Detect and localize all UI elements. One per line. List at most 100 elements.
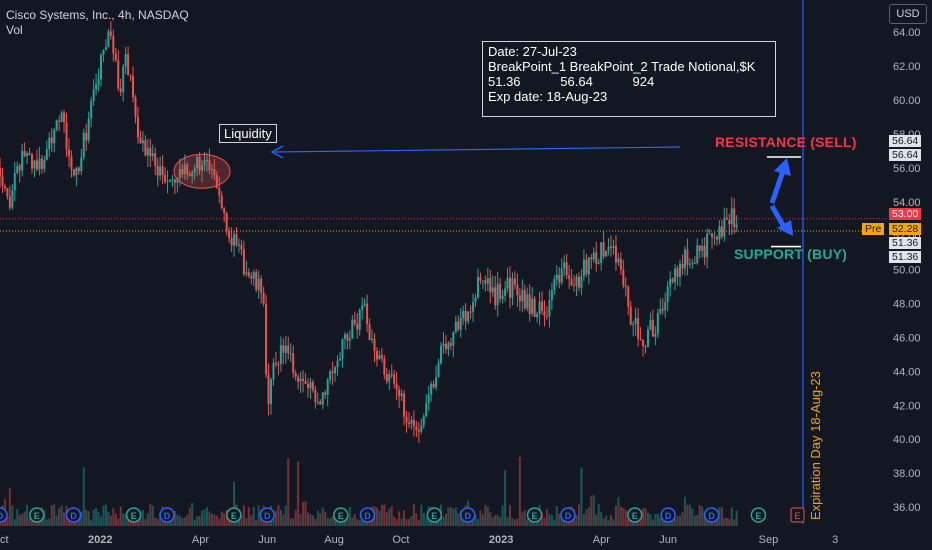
candle-body (523, 290, 526, 309)
volume-bar (186, 515, 189, 526)
candle-body (504, 288, 507, 296)
volume-bar (452, 508, 455, 526)
candle-body (213, 169, 216, 176)
candle-body (250, 275, 253, 279)
volume-bar (725, 517, 728, 526)
candle-body (560, 268, 563, 283)
volume-bar (228, 519, 231, 526)
candle-body (526, 294, 529, 309)
volume-bar (733, 519, 736, 526)
candle-body (592, 252, 595, 260)
volume-bar (595, 514, 598, 526)
candle-body (336, 360, 339, 368)
x-tick-label: 2023 (489, 534, 513, 546)
volume-bar (297, 461, 300, 526)
dividend-marker (359, 507, 376, 523)
candle-body (11, 190, 14, 208)
volume-bar (201, 510, 204, 526)
volume-bar (173, 510, 176, 526)
volume-bar (619, 506, 622, 526)
volume-bar (82, 467, 85, 526)
candle-body (23, 150, 26, 157)
candle-body (711, 233, 714, 238)
volume-bar (334, 517, 337, 526)
candle-body (693, 262, 696, 264)
y-tick-label: 42.00 (893, 400, 921, 412)
candle-body (405, 416, 408, 423)
candle-body (516, 284, 519, 296)
volume-bar (11, 505, 14, 526)
candle-body (656, 313, 659, 334)
volume-bar (144, 519, 147, 526)
candle-body (531, 298, 534, 314)
candle-body (141, 140, 144, 144)
candle-body (587, 257, 590, 275)
candle-body (178, 169, 181, 178)
volume-bar (16, 508, 19, 526)
y-tick-label: 60.00 (893, 95, 921, 107)
dividend-marker (0, 507, 8, 523)
candle-body (85, 132, 88, 141)
candle-body (550, 290, 553, 301)
candle-body (617, 258, 620, 263)
volume-bar (48, 518, 51, 526)
premarket-label: Pre (862, 223, 885, 235)
candle-body (375, 351, 378, 360)
volume-bar (45, 519, 48, 526)
x-tick-label: Oct (0, 534, 9, 546)
volume-bar (403, 510, 406, 526)
candle-body (282, 345, 285, 353)
earnings-marker-label: E (131, 511, 137, 521)
volume-bar (198, 515, 201, 526)
candle-body (228, 230, 231, 239)
volume-bar (63, 512, 66, 526)
candle-body (109, 31, 112, 36)
earnings-marker (426, 507, 443, 523)
candle-body (104, 47, 107, 50)
candle-body (245, 272, 248, 275)
volume-bar (242, 505, 245, 526)
earnings-marker-label: E (231, 511, 237, 521)
volume-bar (95, 508, 98, 526)
volume-bar (215, 515, 218, 526)
candle-body (555, 274, 558, 280)
candle-body (553, 279, 556, 291)
candle-body (390, 374, 393, 376)
candle-body (75, 167, 78, 176)
volume-bar (304, 501, 307, 526)
volume-bar (154, 517, 157, 526)
candle-body (661, 308, 664, 311)
candle-body (346, 334, 349, 341)
candle-body (420, 425, 423, 432)
candle-body (50, 137, 53, 144)
candle-body (237, 244, 240, 246)
volume-bar (676, 516, 679, 526)
candle-body (321, 392, 324, 405)
candle-body (637, 318, 640, 339)
volume-bar (683, 496, 686, 526)
candle-body (324, 392, 327, 395)
x-tick-label: Jun (258, 534, 276, 546)
candle-body (646, 329, 649, 347)
volume-bar (405, 519, 408, 526)
candle-body (715, 237, 718, 240)
volume-bar (454, 507, 457, 526)
candle-body (440, 345, 443, 364)
candle-body (161, 166, 164, 176)
currency-button[interactable]: USD (889, 4, 927, 24)
candle-body (385, 374, 388, 382)
volume-bar (592, 495, 595, 526)
candle-body (395, 383, 398, 390)
candle-body (366, 303, 369, 325)
volume-bar (447, 507, 450, 526)
candle-body (642, 339, 645, 347)
candle-body (65, 122, 68, 150)
candle-body (82, 132, 85, 158)
candle-body (181, 169, 184, 175)
earnings-marker-label: E (532, 511, 538, 521)
upcoming-earnings-label: E (794, 511, 800, 521)
candle-body (452, 332, 455, 346)
candle-body (632, 324, 635, 326)
candle-body (277, 364, 280, 366)
candle-body (679, 263, 682, 277)
